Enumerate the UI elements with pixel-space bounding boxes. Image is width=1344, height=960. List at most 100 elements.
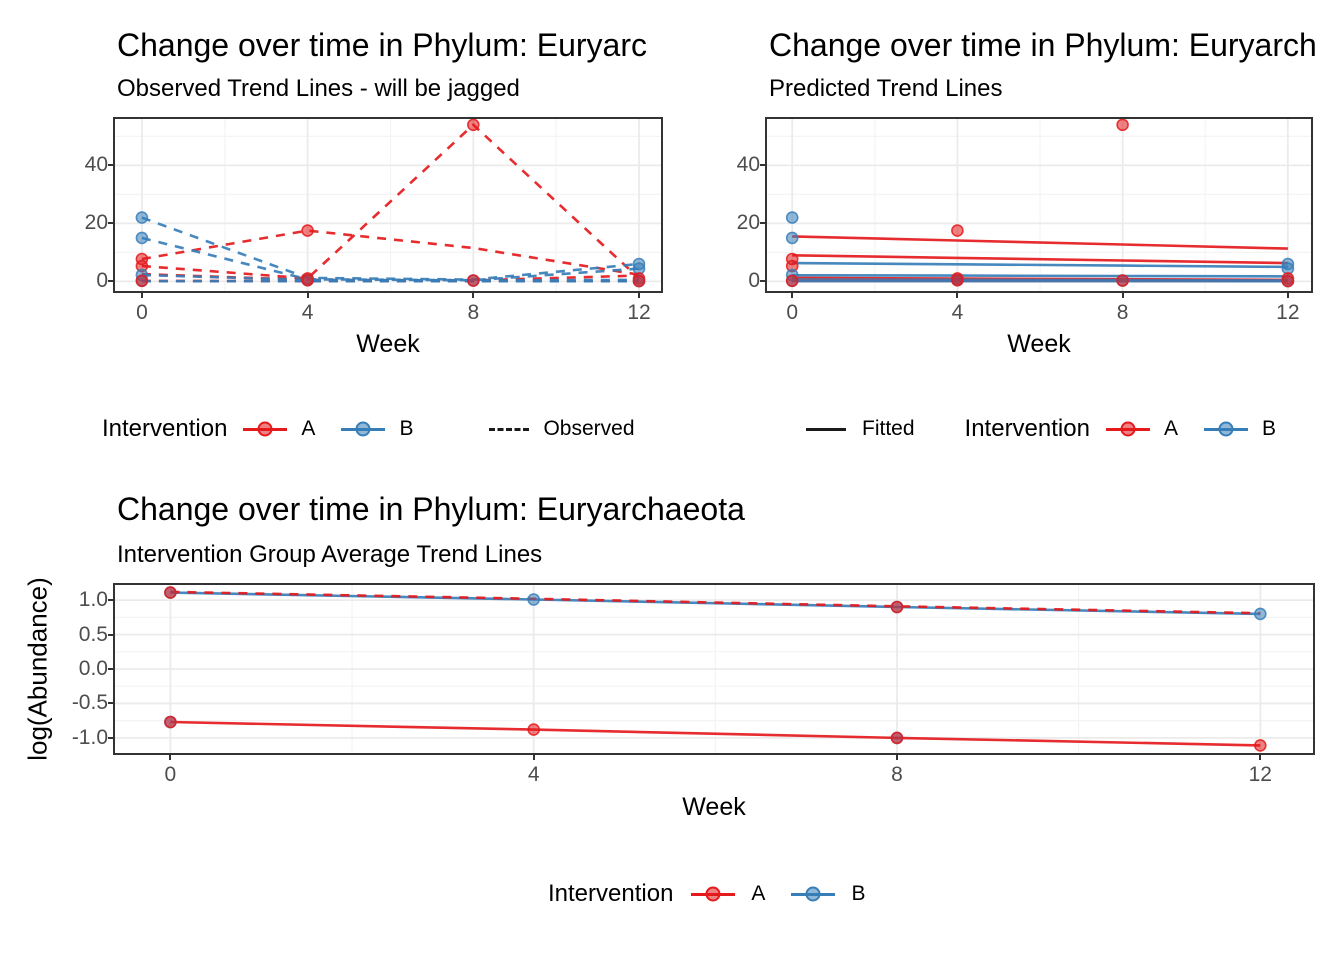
x-tick-mark	[306, 293, 309, 298]
data-point-blue	[1254, 607, 1267, 621]
data-point-red	[164, 715, 177, 729]
legend-fitted: Fitted Intervention A B	[806, 411, 1276, 447]
legend-label-a: A	[751, 882, 766, 905]
x-tick-label: 0	[136, 301, 148, 324]
x-tick-mark	[472, 293, 475, 298]
series-line-B	[141, 236, 640, 282]
x-tick-label: 8	[1116, 301, 1129, 324]
x-tick-label: 8	[891, 763, 903, 786]
legend-key-intervention-b	[1203, 419, 1248, 439]
chart-subtitle-average: Intervention Group Average Trend Lines	[117, 541, 543, 568]
solid-line-icon	[806, 427, 846, 431]
data-point-red	[164, 586, 177, 599]
data-point-blue	[135, 211, 149, 224]
data-point-red	[632, 274, 646, 288]
x-axis-title-predicted: Week	[1007, 330, 1071, 358]
series-line-B	[792, 274, 1288, 278]
data-point-red	[1254, 739, 1267, 752]
data-point-blue	[527, 593, 541, 606]
y-tick-label: 0.5	[78, 622, 108, 646]
data-point-red	[135, 274, 149, 288]
legend-title: Intervention	[548, 880, 674, 907]
series-line-B	[792, 261, 1288, 269]
data-point-blue	[785, 231, 799, 245]
legend-key-intervention-a	[691, 884, 736, 904]
x-tick-mark	[791, 293, 794, 298]
chart-panel-predicted	[765, 117, 1313, 293]
data-point-red	[785, 274, 799, 288]
y-tick-mark	[108, 633, 113, 636]
y-tick-mark	[760, 222, 765, 225]
legend-label-b: B	[1261, 417, 1276, 440]
legend-key-intervention-a	[1105, 419, 1150, 439]
data-point-red	[527, 723, 541, 736]
blue-point-icon	[1218, 421, 1234, 437]
chart-title-observed: Change over time in Phylum: Euryarc	[117, 27, 647, 63]
x-tick-mark	[956, 293, 959, 298]
data-point-red	[1281, 274, 1295, 288]
x-axis-title-observed: Week	[356, 330, 420, 358]
legend-title: Intervention	[964, 415, 1090, 442]
y-tick-mark	[760, 280, 765, 283]
data-point-red	[1116, 274, 1129, 287]
legend-label-b: B	[851, 882, 866, 905]
x-tick-label: 12	[627, 301, 651, 324]
y-tick-mark	[108, 222, 113, 225]
series-line-A	[792, 254, 1288, 265]
x-tick-mark	[896, 755, 898, 760]
y-tick-mark	[108, 736, 113, 739]
data-point-red	[466, 274, 480, 287]
legend-label-a: A	[301, 417, 316, 440]
y-tick-label: 20	[736, 211, 760, 235]
x-tick-label: 4	[301, 301, 314, 324]
chart-title-predicted: Change over time in Phylum: Euryarch	[769, 27, 1317, 63]
series-line-A	[170, 590, 1261, 615]
series-line-B	[141, 216, 640, 281]
chart-subtitle-predicted: Predicted Trend Lines	[769, 75, 1003, 102]
x-tick-mark	[1121, 293, 1124, 298]
legend-label-fitted: Fitted	[862, 417, 915, 440]
y-tick-label: 40	[84, 153, 108, 177]
red-point-icon	[257, 421, 273, 437]
legend-label-observed: Observed	[543, 417, 635, 440]
legend-average: Intervention A B	[548, 876, 865, 912]
x-tick-mark	[169, 755, 172, 760]
chart-plot-area	[115, 119, 661, 291]
series-line-A	[170, 720, 1261, 747]
x-tick-label: 0	[164, 763, 177, 786]
x-axis-title-average: Week	[682, 793, 746, 821]
y-tick-label: 0	[96, 269, 108, 293]
y-tick-mark	[108, 280, 113, 283]
y-tick-mark	[760, 164, 765, 167]
chart-panel-average	[113, 583, 1315, 755]
data-point-red	[951, 224, 964, 237]
x-tick-mark	[638, 293, 641, 298]
x-tick-mark	[1286, 293, 1289, 298]
red-point-icon	[1120, 421, 1136, 437]
data-point-red	[1116, 119, 1129, 132]
y-tick-label: -1.0	[71, 725, 108, 749]
legend-key-intervention-b	[341, 419, 386, 439]
series-line-A	[141, 123, 640, 280]
x-tick-mark	[1259, 755, 1262, 760]
x-tick-mark	[140, 293, 143, 298]
chart-plot-area	[767, 119, 1311, 291]
data-point-red	[890, 731, 904, 745]
y-tick-label: 20	[84, 211, 108, 235]
legend-key-intervention-b	[791, 884, 836, 904]
series-line-A	[792, 235, 1288, 250]
chart-plot-area	[115, 585, 1313, 753]
legend-observed: Intervention A B Observed	[102, 411, 635, 447]
y-tick-mark	[108, 599, 113, 602]
chart-subtitle-observed: Observed Trend Lines - will be jagged	[117, 75, 520, 102]
x-tick-label: 4	[951, 301, 964, 324]
data-point-red	[951, 273, 964, 287]
y-tick-label: 40	[736, 153, 760, 177]
red-point-icon	[705, 886, 721, 902]
dashed-line-icon	[489, 427, 530, 431]
data-point-red	[890, 600, 904, 614]
legend-title: Intervention	[102, 415, 228, 442]
x-tick-label: 12	[1276, 301, 1300, 324]
y-tick-label: -0.5	[71, 691, 108, 715]
